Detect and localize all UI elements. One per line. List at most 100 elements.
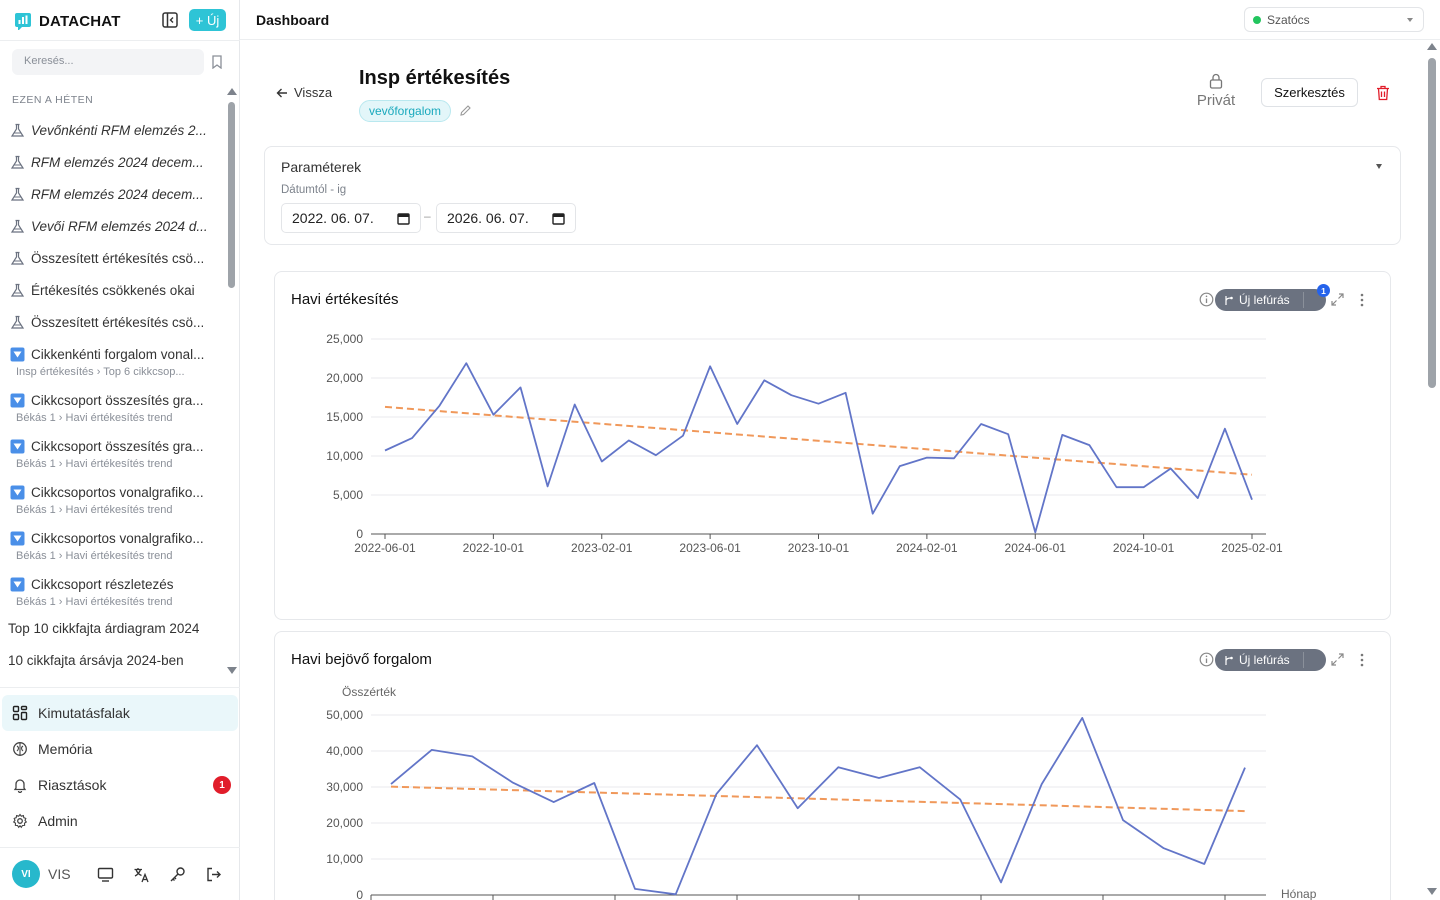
brand[interactable]: DATACHAT [14,10,121,32]
menu-item-admin[interactable]: Admin [0,803,239,839]
recent-item[interactable]: Cikkcsoport részletezés Békás 1 › Havi ér… [10,575,220,608]
menu-item-dashboards[interactable]: Kimutatásfalak [2,695,238,731]
date-separator: – [424,209,431,223]
main-scroll-down[interactable] [1427,888,1437,895]
x-tick-label: 2025-02-01 [1221,541,1283,555]
data-point [545,484,550,489]
bookmark-icon[interactable] [211,55,223,69]
recent-item-title: Cikkcsoport összesítés gra... [31,392,204,408]
recent-item-subtitle: Békás 1 › Havi értékesítés trend [16,504,173,516]
edit-button[interactable]: Szerkesztés [1261,78,1358,107]
flask-icon [10,283,25,297]
workspace-select[interactable]: Szatócs [1244,7,1424,32]
recent-item[interactable]: RFM elemzés 2024 decem... [10,153,220,171]
recent-item-title: Vevőnkénti RFM elemzés 2... [31,122,207,138]
recent-item[interactable]: Cikkcsoportos vonalgrafiko... Békás 1 › H… [10,529,220,562]
chart-card-monthly-incoming: Havi bejövő forgalom Új lefúrás 0 10, [274,631,1391,900]
recent-item-plain[interactable]: Top 10 cikkfajta árdiagram 2024 [8,621,200,636]
recent-item[interactable]: Cikkenkénti forgalom vonal... Insp értéke… [10,345,220,378]
y-tick-label: 20,000 [326,371,363,385]
chevron-down-icon [1407,18,1413,22]
expand-icon[interactable] [1330,652,1345,667]
date-from-input[interactable]: 2022. 06. 07. [281,203,421,233]
data-point [437,404,442,409]
back-button[interactable]: Vissza [276,85,332,100]
data-point [1039,782,1044,787]
recent-item[interactable]: Cikkcsoportos vonalgrafiko... Békás 1 › H… [10,483,220,516]
recent-item[interactable]: Összesített értékesítés csö... [10,249,220,267]
recent-item[interactable]: Összesített értékesítés csö... [10,313,220,331]
privacy-toggle[interactable]: Privát [1195,73,1237,109]
recent-item-subtitle: Békás 1 › Havi értékesítés trend [16,458,173,470]
main-content: Vissza Insp értékesítés vevőforgalom Pri… [240,41,1426,900]
y-tick-label: 15,000 [326,410,363,424]
expand-icon[interactable] [1330,292,1345,307]
data-point [795,806,800,811]
monitor-icon[interactable] [97,866,114,883]
data-point [1168,466,1173,471]
translate-icon[interactable] [133,866,150,883]
recent-item[interactable]: Értékesítés csökkenés okai [10,281,220,299]
branch-icon [1225,655,1233,665]
series-line [390,717,1246,896]
search-input[interactable]: Keresés... [12,49,204,75]
dashboard-title: Insp értékesítés [359,67,511,89]
divider [0,40,240,41]
more-vertical-icon[interactable] [1358,652,1366,668]
recent-item-row: Vevőnkénti RFM elemzés 2... [10,121,220,139]
x-tick-label: 2022-10-01 [463,541,525,555]
data-point [429,747,434,752]
recent-item[interactable]: RFM elemzés 2024 decem... [10,185,220,203]
main-scroll-up[interactable] [1427,43,1437,50]
data-point [870,511,875,516]
info-icon[interactable] [1199,292,1214,307]
menu-item-memory[interactable]: Memória [0,731,239,767]
more-vertical-icon[interactable] [1358,292,1366,308]
recent-item[interactable]: Cikkcsoport összesítés gra... Békás 1 › H… [10,391,220,424]
data-point [470,754,475,759]
menu-label: Admin [38,813,78,829]
chevron-down-icon[interactable] [1376,164,1382,169]
recent-item[interactable]: Vevői RFM elemzés 2024 d... [10,217,220,235]
flask-icon [10,123,25,137]
recent-item-plain[interactable]: 10 cikkfajta ársávja 2024-ben [8,653,184,668]
data-point [843,390,848,395]
series-line [384,362,1253,534]
data-point [1080,715,1085,720]
sidebar: DATACHAT + Új Keresés... EZEN A HÉTEN Ve… [0,0,240,900]
recent-item-row: Vevői RFM elemzés 2024 d... [10,217,220,235]
key-icon[interactable] [169,866,186,883]
date-to-input[interactable]: 2026. 06. 07. [436,203,576,233]
y-axis-title: Összérték [342,685,397,699]
data-point [673,892,678,897]
dashboard-tag[interactable]: vevőforgalom [359,100,452,122]
gear-icon [12,813,28,829]
divider [1303,652,1304,668]
sidebar-scroll-up[interactable] [227,88,237,95]
recent-item-row: RFM elemzés 2024 decem... [10,153,220,171]
recent-item-row: Értékesítés csökkenés okai [10,281,220,299]
data-point [389,782,394,787]
main-scrollbar-thumb[interactable] [1428,58,1436,388]
new-chat-button[interactable]: + Új [189,9,226,31]
drilldown-button[interactable]: Új lefúrás [1215,289,1326,311]
alerts-count-badge: 1 [213,776,231,794]
drilldown-button[interactable]: Új lefúrás [1215,649,1326,671]
info-icon[interactable] [1199,652,1214,667]
line-chart-monthly-incoming: 0 10,000 20,000 30,000 40,000 50,000 Összérték… [326,685,1317,900]
data-point [979,422,984,427]
recent-item[interactable]: Vevőnkénti RFM elemzés 2... [10,121,220,139]
sidebar-scroll-down[interactable] [227,667,237,674]
recent-item-title: Vevői RFM elemzés 2024 d... [31,218,208,234]
pencil-icon[interactable] [459,104,472,117]
menu-item-alerts[interactable]: Riasztások [0,767,239,803]
calendar-icon [397,213,410,225]
parameters-title[interactable]: Paraméterek [281,159,362,175]
avatar[interactable]: VI [12,860,40,888]
logout-icon[interactable] [205,866,222,883]
sidebar-scrollbar-thumb[interactable] [228,102,235,288]
collapse-sidebar-icon[interactable] [161,11,179,29]
trash-icon[interactable] [1376,85,1390,101]
recent-item[interactable]: Cikkcsoport összesítés gra... Békás 1 › H… [10,437,220,470]
data-point [1243,765,1248,770]
